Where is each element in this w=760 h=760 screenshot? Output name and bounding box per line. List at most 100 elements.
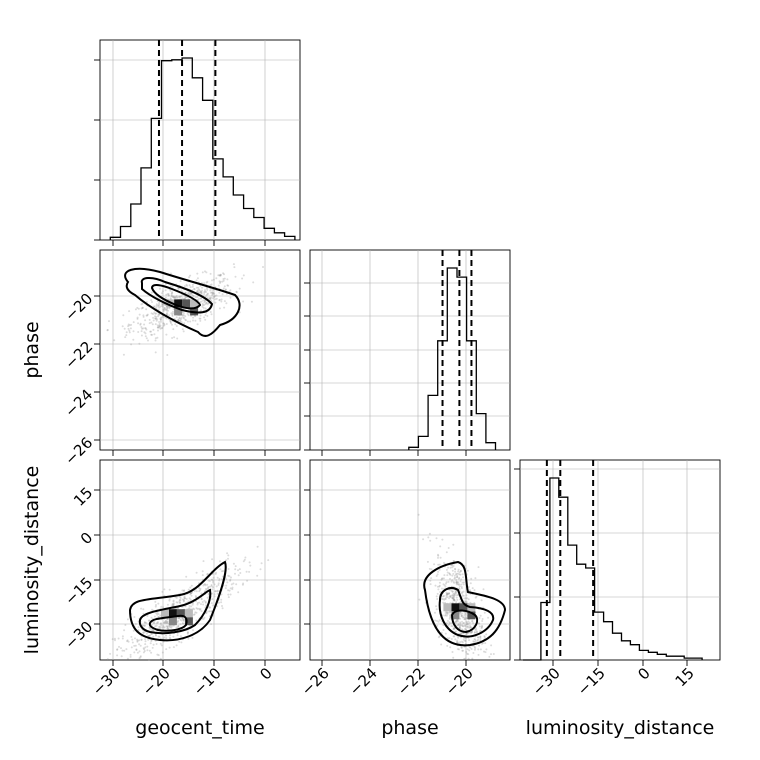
scatter-point: [163, 307, 166, 310]
scatter-point: [212, 278, 215, 281]
scatter-point: [448, 592, 450, 595]
scatter-point: [481, 642, 483, 645]
scatter-point: [152, 313, 154, 315]
scatter-point: [477, 622, 480, 625]
scatter-point: [442, 624, 445, 627]
scatter-point: [169, 272, 172, 275]
scatter-point: [127, 325, 130, 328]
scatter-point: [225, 559, 228, 562]
scatter-point: [161, 290, 164, 293]
scatter-point: [453, 574, 456, 577]
scatter-point: [132, 321, 135, 324]
scatter-point: [475, 629, 478, 632]
scatter-point: [166, 313, 169, 316]
scatter-point: [154, 605, 157, 608]
scatter-point: [158, 627, 161, 630]
scatter-point: [436, 573, 439, 576]
scatter-point: [182, 622, 185, 625]
scatter-point: [195, 286, 198, 289]
scatter-point: [232, 582, 235, 585]
scatter-point: [148, 619, 151, 622]
scatter-point: [457, 641, 459, 644]
scatter-point: [448, 597, 451, 600]
scatter-point: [214, 573, 217, 575]
scatter-point: [444, 598, 447, 600]
scatter-point: [454, 576, 457, 579]
scatter-point: [458, 626, 461, 629]
scatter-point: [461, 625, 464, 628]
scatter-point: [443, 584, 446, 587]
density-cell: [182, 299, 191, 308]
scatter-point: [456, 598, 459, 601]
scatter-point: [206, 315, 209, 317]
scatter-point: [445, 594, 448, 597]
density-cell: [443, 603, 452, 612]
scatter-point: [211, 294, 214, 297]
scatter-point: [241, 277, 244, 280]
scatter-point: [191, 283, 194, 286]
scatter-point: [184, 315, 187, 318]
scatter-point: [199, 314, 202, 317]
scatter-point: [467, 586, 470, 588]
scatter-point: [267, 559, 270, 562]
scatter-point: [161, 326, 164, 329]
scatter-point: [168, 598, 171, 601]
scatter-point: [192, 319, 194, 322]
scatter-point: [199, 284, 202, 287]
scatter-point: [158, 287, 161, 290]
scatter-point: [159, 625, 162, 628]
scatter-point: [227, 574, 230, 577]
scatter-point: [194, 296, 197, 299]
scatter-point: [428, 532, 431, 535]
scatter-point: [178, 600, 181, 603]
scatter-point: [462, 583, 465, 586]
scatter-point: [156, 611, 159, 614]
scatter-point: [143, 621, 146, 624]
scatter-point: [179, 280, 182, 283]
scatter-point: [122, 314, 125, 317]
scatter-point: [468, 589, 471, 592]
scatter-point: [451, 594, 454, 597]
scatter-point: [443, 574, 446, 577]
y-tick-label-luminosity-distance: 0: [77, 529, 96, 548]
scatter-point: [211, 558, 214, 561]
scatter-point: [141, 306, 144, 309]
scatter-point: [434, 619, 437, 622]
scatter-point: [165, 309, 168, 312]
scatter-point: [180, 641, 183, 644]
scatter-point: [145, 314, 148, 317]
scatter-point: [455, 579, 458, 581]
scatter-point: [204, 303, 207, 305]
scatter-point: [124, 336, 127, 339]
scatter-point: [196, 272, 199, 275]
scatter-point: [248, 561, 251, 564]
scatter-point: [442, 601, 445, 604]
scatter-point: [189, 586, 192, 589]
scatter-point: [187, 607, 190, 610]
scatter-point: [123, 629, 126, 632]
scatter-point: [182, 330, 185, 333]
scatter-point: [156, 324, 159, 327]
scatter-point: [438, 585, 441, 588]
scatter-point: [457, 636, 460, 639]
scatter-point: [435, 537, 438, 540]
scatter-point: [172, 600, 175, 603]
scatter-point: [445, 611, 448, 614]
x-tick-label-luminosity-distance: 15: [672, 664, 698, 690]
scatter-point: [210, 296, 213, 299]
scatter-point: [163, 621, 165, 624]
scatter-point: [213, 595, 216, 598]
scatter-point: [234, 275, 237, 278]
scatter-point: [212, 576, 215, 579]
scatter-point: [184, 318, 187, 321]
scatter-point: [106, 658, 109, 661]
scatter-point: [184, 605, 187, 608]
scatter-point: [455, 572, 458, 575]
scatter-point: [472, 640, 475, 643]
scatter-point: [178, 640, 181, 643]
scatter-point: [451, 601, 454, 604]
scatter-point: [197, 291, 200, 294]
scatter-point: [193, 288, 196, 291]
y-tick-label-luminosity-distance: −15: [61, 574, 96, 609]
scatter-point: [259, 568, 262, 571]
